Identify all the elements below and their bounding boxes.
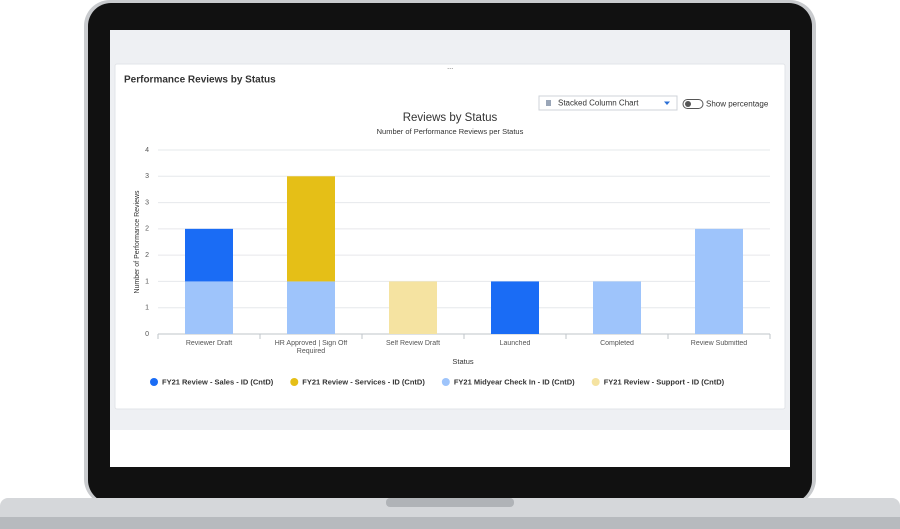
x-tick-label-box: Completed (600, 340, 634, 347)
x-tick-label-box: Reviewer Draft (185, 340, 233, 347)
x-tick-label: Launched (499, 340, 531, 347)
y-tick-label: 1 (145, 278, 149, 285)
y-axis-title: Number of Performance Reviews (134, 190, 141, 294)
x-tick-label: Self Review Draft (385, 340, 441, 347)
bar-segment (185, 281, 233, 334)
x-tick-label-box: HR Approved | Sign Off Required (274, 340, 348, 355)
legend-label: FY21 Review - Sales - ID (CntD) (162, 377, 274, 386)
chart-type-select-label: Stacked Column Chart (558, 99, 639, 108)
x-tick-label: Reviewer Draft (185, 340, 233, 347)
y-tick-label: 2 (145, 252, 149, 259)
bar-segment (185, 228, 233, 282)
legend-item[interactable]: FY21 Midyear Check In - ID (CntD) (441, 377, 575, 386)
bar-segment (695, 228, 743, 334)
chart-title: Reviews by Status (403, 112, 498, 124)
screen-footer (110, 430, 790, 467)
legend-swatch (591, 378, 600, 386)
legend-item[interactable]: FY21 Review - Sales - ID (CntD) (150, 377, 274, 386)
legend-label: FY21 Midyear Check In - ID (CntD) (454, 377, 575, 386)
chart-type-select[interactable] (538, 95, 678, 111)
x-tick-label: HR Approved | Sign Off Required (274, 340, 348, 355)
card-title: Performance Reviews by Status (124, 75, 276, 86)
legend-item[interactable]: FY21 Review - Services - ID (CntD) (290, 377, 425, 386)
bar-segment (287, 281, 335, 334)
y-tick-label: 0 (145, 331, 149, 338)
legend-swatch (150, 378, 158, 386)
legend-swatch (290, 378, 299, 386)
x-tick-label: Review Submitted (690, 340, 748, 347)
x-tick-label-box: Launched (499, 340, 531, 347)
chart-subtitle: Number of Performance Reviews per Status (377, 127, 524, 136)
y-tick-label: 3 (145, 199, 149, 206)
toggle-label: Show percentage (706, 100, 769, 109)
toggle-knob (685, 101, 691, 107)
laptop-base-edge (0, 517, 900, 529)
drag-handle[interactable]: ⋯ (447, 67, 453, 73)
bar-segment (287, 176, 335, 282)
bar-segment (389, 281, 437, 334)
legend-label: FY21 Review - Services - ID (CntD) (302, 377, 425, 386)
y-tick-label: 1 (145, 305, 149, 312)
legend-label: FY21 Review - Support - ID (CntD) (604, 377, 725, 386)
x-axis-title: Status (452, 357, 474, 366)
laptop-notch (386, 498, 514, 507)
select-caret (664, 101, 670, 105)
legend-item[interactable]: FY21 Review - Support - ID (CntD) (591, 377, 725, 386)
x-tick-label: Completed (600, 340, 634, 347)
y-tick-label: 3 (145, 173, 149, 180)
y-tick-label: 4 (145, 147, 149, 154)
legend-swatch (441, 378, 450, 386)
y-tick-label: 2 (145, 226, 149, 233)
bar-segment (593, 281, 641, 334)
x-tick-label-box: Self Review Draft (385, 340, 441, 347)
select-icon (546, 100, 551, 106)
bar-segment (491, 281, 539, 334)
x-tick-label-box: Review Submitted (690, 340, 748, 347)
